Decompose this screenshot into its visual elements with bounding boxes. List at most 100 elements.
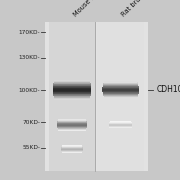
FancyBboxPatch shape: [57, 123, 87, 124]
FancyBboxPatch shape: [57, 124, 87, 125]
FancyBboxPatch shape: [61, 147, 83, 148]
FancyBboxPatch shape: [109, 122, 132, 123]
FancyBboxPatch shape: [58, 129, 86, 130]
FancyBboxPatch shape: [103, 95, 138, 97]
FancyBboxPatch shape: [57, 125, 87, 126]
FancyBboxPatch shape: [61, 150, 83, 151]
FancyBboxPatch shape: [53, 91, 91, 92]
FancyBboxPatch shape: [57, 122, 87, 123]
FancyBboxPatch shape: [62, 146, 82, 147]
FancyBboxPatch shape: [58, 120, 86, 121]
FancyBboxPatch shape: [62, 152, 82, 153]
FancyBboxPatch shape: [53, 93, 91, 94]
FancyBboxPatch shape: [110, 127, 131, 128]
FancyBboxPatch shape: [53, 89, 91, 90]
FancyBboxPatch shape: [102, 90, 139, 91]
FancyBboxPatch shape: [53, 86, 91, 87]
FancyBboxPatch shape: [62, 151, 82, 152]
FancyBboxPatch shape: [58, 130, 86, 131]
FancyBboxPatch shape: [62, 146, 82, 147]
FancyBboxPatch shape: [109, 126, 132, 127]
FancyBboxPatch shape: [103, 92, 139, 94]
FancyBboxPatch shape: [57, 127, 87, 128]
FancyBboxPatch shape: [109, 125, 132, 126]
FancyBboxPatch shape: [104, 81, 137, 83]
FancyBboxPatch shape: [61, 149, 83, 150]
FancyBboxPatch shape: [53, 86, 91, 88]
FancyBboxPatch shape: [62, 147, 82, 148]
FancyBboxPatch shape: [58, 119, 86, 120]
FancyBboxPatch shape: [110, 121, 131, 122]
FancyBboxPatch shape: [62, 145, 82, 146]
FancyBboxPatch shape: [62, 145, 82, 146]
FancyBboxPatch shape: [103, 85, 138, 86]
FancyBboxPatch shape: [103, 95, 138, 96]
FancyBboxPatch shape: [54, 81, 90, 82]
FancyBboxPatch shape: [62, 152, 82, 153]
FancyBboxPatch shape: [58, 129, 86, 130]
FancyBboxPatch shape: [57, 125, 87, 126]
FancyBboxPatch shape: [110, 127, 132, 128]
Text: 130KD-: 130KD-: [19, 55, 40, 60]
FancyBboxPatch shape: [57, 125, 87, 126]
FancyBboxPatch shape: [109, 123, 132, 124]
FancyBboxPatch shape: [61, 148, 83, 149]
FancyBboxPatch shape: [58, 128, 86, 129]
FancyBboxPatch shape: [62, 152, 82, 153]
FancyBboxPatch shape: [103, 93, 138, 95]
FancyBboxPatch shape: [62, 151, 82, 152]
FancyBboxPatch shape: [62, 150, 82, 151]
FancyBboxPatch shape: [62, 151, 82, 152]
FancyBboxPatch shape: [109, 125, 132, 126]
FancyBboxPatch shape: [53, 90, 91, 91]
Text: 170KD-: 170KD-: [19, 30, 40, 35]
FancyBboxPatch shape: [102, 89, 139, 90]
FancyBboxPatch shape: [109, 122, 132, 123]
FancyBboxPatch shape: [103, 94, 138, 95]
FancyBboxPatch shape: [102, 91, 139, 93]
FancyBboxPatch shape: [110, 127, 132, 128]
FancyBboxPatch shape: [53, 87, 91, 88]
FancyBboxPatch shape: [53, 92, 91, 94]
FancyBboxPatch shape: [58, 129, 86, 130]
FancyBboxPatch shape: [53, 85, 91, 86]
FancyBboxPatch shape: [109, 126, 132, 127]
FancyBboxPatch shape: [110, 122, 132, 123]
FancyBboxPatch shape: [61, 149, 83, 150]
Text: 55KD-: 55KD-: [22, 145, 40, 150]
FancyBboxPatch shape: [57, 126, 87, 127]
FancyBboxPatch shape: [57, 123, 87, 124]
FancyBboxPatch shape: [103, 92, 139, 93]
FancyBboxPatch shape: [102, 87, 139, 89]
FancyBboxPatch shape: [104, 97, 137, 98]
FancyBboxPatch shape: [53, 84, 91, 86]
FancyBboxPatch shape: [103, 93, 138, 94]
FancyBboxPatch shape: [57, 124, 87, 125]
FancyBboxPatch shape: [58, 127, 86, 129]
FancyBboxPatch shape: [103, 86, 139, 87]
FancyBboxPatch shape: [102, 90, 139, 91]
FancyBboxPatch shape: [109, 122, 132, 123]
FancyBboxPatch shape: [62, 151, 82, 152]
FancyBboxPatch shape: [53, 92, 91, 93]
FancyBboxPatch shape: [109, 124, 132, 125]
FancyBboxPatch shape: [104, 96, 137, 98]
FancyBboxPatch shape: [109, 124, 132, 125]
FancyBboxPatch shape: [49, 22, 95, 171]
FancyBboxPatch shape: [62, 146, 82, 147]
FancyBboxPatch shape: [102, 88, 139, 89]
FancyBboxPatch shape: [57, 127, 87, 128]
FancyBboxPatch shape: [54, 96, 90, 97]
Text: 70KD-: 70KD-: [22, 120, 40, 125]
FancyBboxPatch shape: [58, 120, 86, 121]
FancyBboxPatch shape: [104, 96, 138, 97]
FancyBboxPatch shape: [109, 123, 132, 124]
FancyBboxPatch shape: [61, 148, 83, 149]
FancyBboxPatch shape: [54, 80, 90, 82]
FancyBboxPatch shape: [102, 88, 139, 90]
FancyBboxPatch shape: [103, 84, 138, 85]
FancyBboxPatch shape: [109, 124, 132, 125]
FancyBboxPatch shape: [53, 84, 91, 85]
FancyBboxPatch shape: [54, 99, 90, 100]
Text: 100KD-: 100KD-: [19, 87, 40, 93]
